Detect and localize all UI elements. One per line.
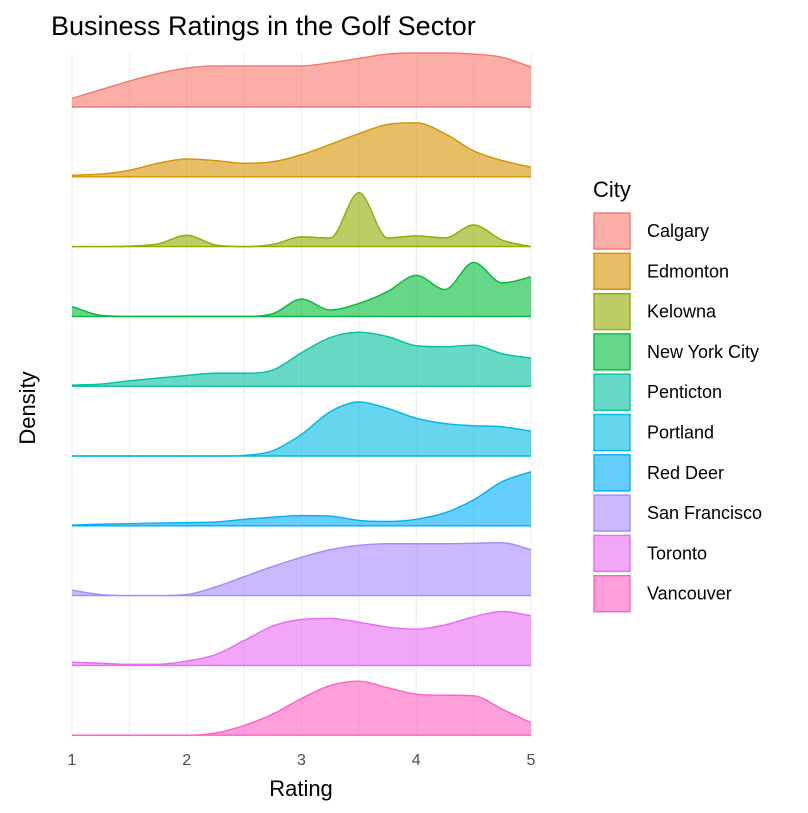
legend-swatch: [593, 252, 631, 291]
ridge-vancouver: [72, 680, 532, 736]
legend-label: Toronto: [647, 543, 707, 563]
density-area: [72, 53, 531, 107]
ridge-red-deer: [71, 471, 532, 527]
x-tick-label: 3: [297, 752, 306, 769]
x-axis-ticks: 1 2 3 4 5: [68, 752, 536, 769]
legend-item: Portland: [593, 413, 714, 452]
legend-item: Kelowna: [593, 292, 717, 331]
density-area: [72, 471, 531, 526]
density-line: [71, 610, 532, 666]
legend-swatch: [593, 534, 631, 573]
legend-swatch: [593, 413, 631, 452]
density-line: [72, 191, 532, 248]
ridge-portland: [72, 401, 532, 457]
density-line: [71, 331, 532, 386]
legend-label: Portland: [647, 423, 714, 443]
legend-item: San Francisco: [593, 494, 762, 532]
chart-title: Business Ratings in the Golf Sector: [51, 11, 476, 41]
density-area: [72, 192, 531, 247]
legend-title: City: [593, 177, 631, 202]
legend-label: New York City: [647, 342, 759, 362]
legend-item: Penticton: [593, 373, 722, 411]
x-tick-label: 4: [412, 752, 421, 769]
legend-label: Edmonton: [647, 261, 729, 281]
y-axis-title: Density: [15, 371, 40, 444]
density-line: [71, 52, 532, 100]
density-area: [72, 611, 531, 666]
x-tick-label: 1: [68, 752, 77, 769]
density-area: [72, 542, 531, 596]
x-axis-title: Rating: [269, 776, 333, 801]
ridge-san-francisco: [71, 541, 532, 597]
density-line: [71, 471, 532, 526]
legend-swatch: [593, 333, 631, 371]
legend-label: San Francisco: [647, 503, 762, 523]
x-tick-label: 2: [182, 752, 191, 769]
legend-label: Calgary: [647, 221, 709, 241]
legend-label: Kelowna: [647, 302, 717, 322]
density-area: [72, 122, 531, 177]
legend-item: Red Deer: [593, 454, 724, 492]
density-area: [72, 402, 531, 456]
legend-item: Toronto: [593, 534, 707, 573]
legend-item: Calgary: [593, 212, 709, 250]
legend-label: Penticton: [647, 382, 722, 402]
legend-item: Edmonton: [593, 252, 729, 291]
ridge-toronto: [71, 610, 532, 667]
legend-swatch: [593, 373, 631, 411]
legend-swatch: [593, 292, 631, 331]
legend-swatch: [593, 212, 631, 250]
legend-swatch: [593, 454, 631, 492]
legend-item: Vancouver: [593, 575, 732, 613]
ridge-kelowna: [72, 191, 532, 248]
legend-item: New York City: [593, 333, 759, 371]
legend-label: Vancouver: [647, 584, 732, 604]
legend: Calgary Edmonton Kelowna New York City Penti…: [593, 212, 762, 613]
legend-label: Red Deer: [647, 463, 724, 483]
ridges: [71, 52, 532, 736]
ridge-new-york-city: [71, 261, 532, 318]
legend-swatch: [593, 575, 631, 613]
ridge-edmonton: [71, 122, 532, 178]
ridge-calgary: [71, 52, 532, 108]
density-line: [71, 122, 532, 176]
legend-swatch: [593, 494, 631, 532]
x-tick-label: 5: [527, 752, 536, 769]
ridge-penticton: [71, 331, 532, 387]
